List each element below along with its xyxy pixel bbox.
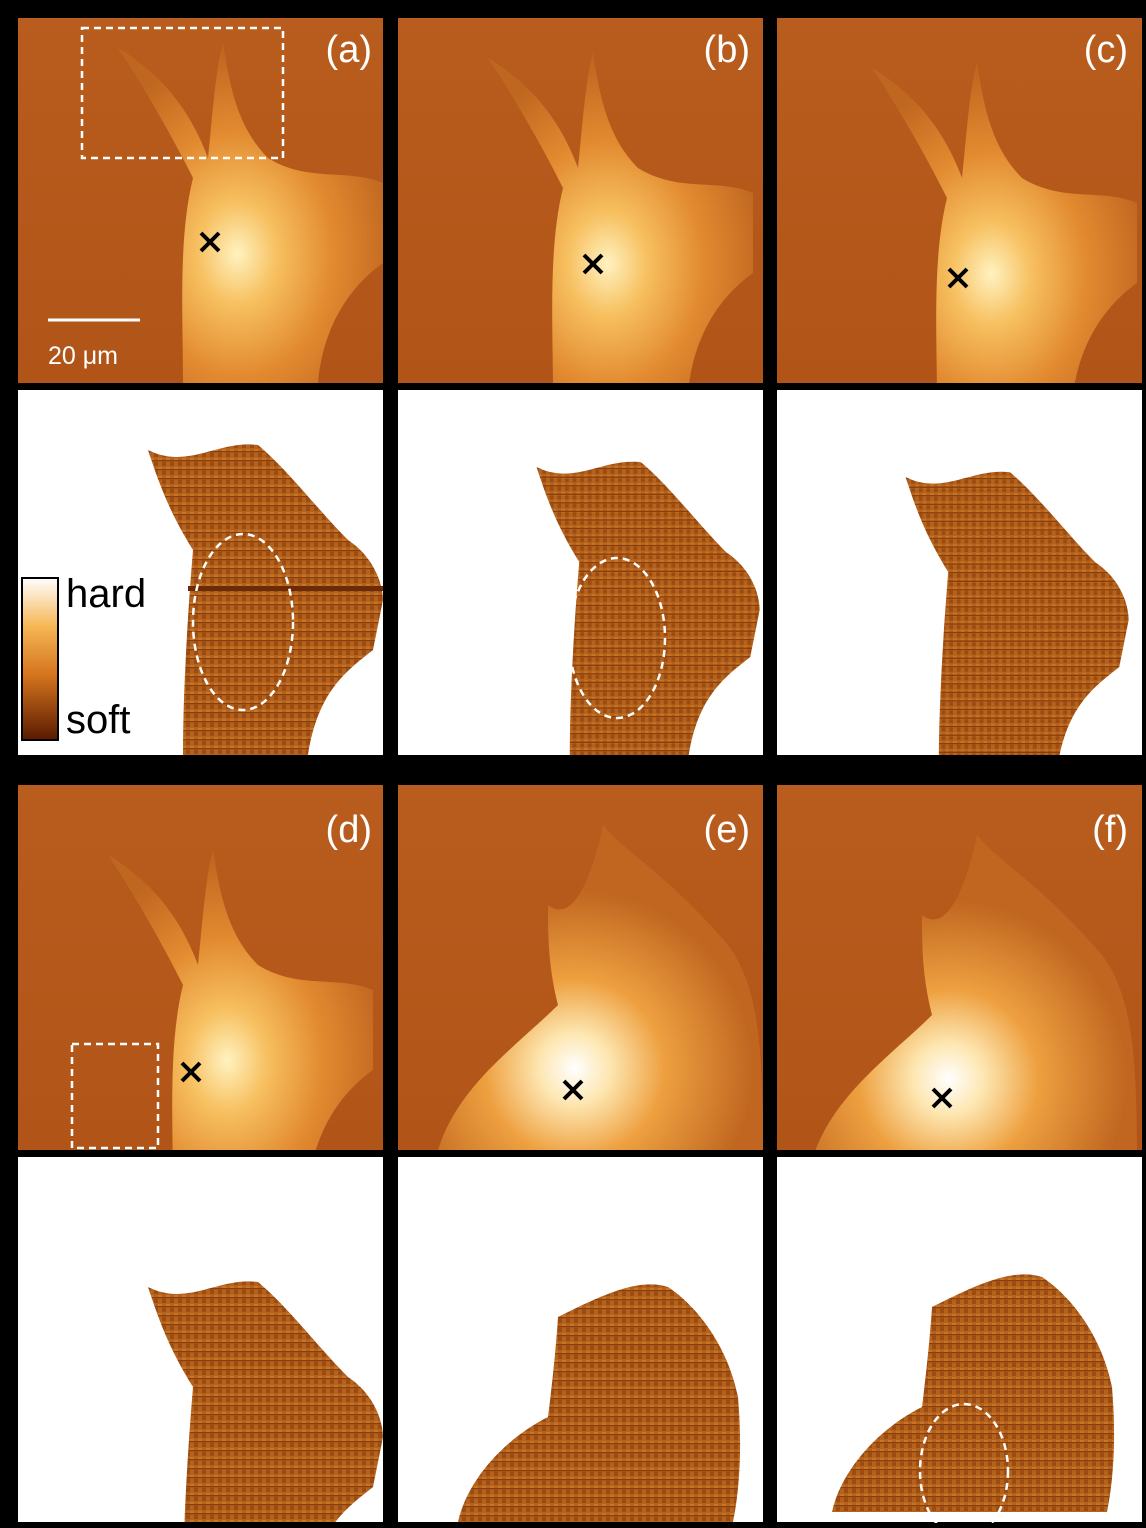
panel-label: (f) bbox=[1092, 809, 1128, 851]
panel-label: (e) bbox=[704, 809, 750, 851]
topo-panel bbox=[398, 785, 763, 1150]
topo-panel bbox=[777, 18, 1142, 383]
colorbar-low-label: soft bbox=[66, 698, 130, 742]
topo-panel bbox=[777, 785, 1142, 1150]
cross bbox=[199, 231, 221, 253]
topo-panel bbox=[18, 18, 383, 383]
map-panel bbox=[18, 1157, 383, 1522]
map-panel bbox=[398, 1157, 763, 1522]
dashed-box bbox=[70, 1042, 160, 1150]
cross-markers bbox=[180, 231, 969, 1109]
cross bbox=[180, 1061, 202, 1083]
cross bbox=[562, 1079, 584, 1101]
panel-label: (a) bbox=[326, 29, 372, 71]
panel-label: (c) bbox=[1084, 29, 1128, 71]
map-panel bbox=[777, 1157, 1142, 1522]
dashed-ellipse bbox=[567, 556, 667, 720]
map-panel bbox=[398, 390, 763, 755]
colorbar-high-label: hard bbox=[66, 572, 146, 616]
panel-labels: (a) (b) (c) (d) (e) (f) bbox=[326, 29, 1128, 851]
cross bbox=[931, 1087, 953, 1109]
dashed-box bbox=[80, 26, 285, 160]
cross bbox=[947, 267, 969, 289]
panel-label: (d) bbox=[326, 809, 372, 851]
topo-panel bbox=[398, 18, 763, 383]
streak bbox=[188, 586, 383, 591]
scale-bar-label: 20 μm bbox=[48, 342, 118, 370]
dashed-ellipse bbox=[918, 1402, 1010, 1528]
dashed-marks bbox=[70, 26, 1010, 1528]
topo-panel bbox=[18, 785, 383, 1150]
map-panel bbox=[777, 390, 1142, 755]
dashed-ellipse bbox=[191, 532, 295, 712]
cross bbox=[582, 253, 604, 275]
panel-label: (b) bbox=[704, 29, 750, 71]
colorbar bbox=[21, 577, 59, 741]
